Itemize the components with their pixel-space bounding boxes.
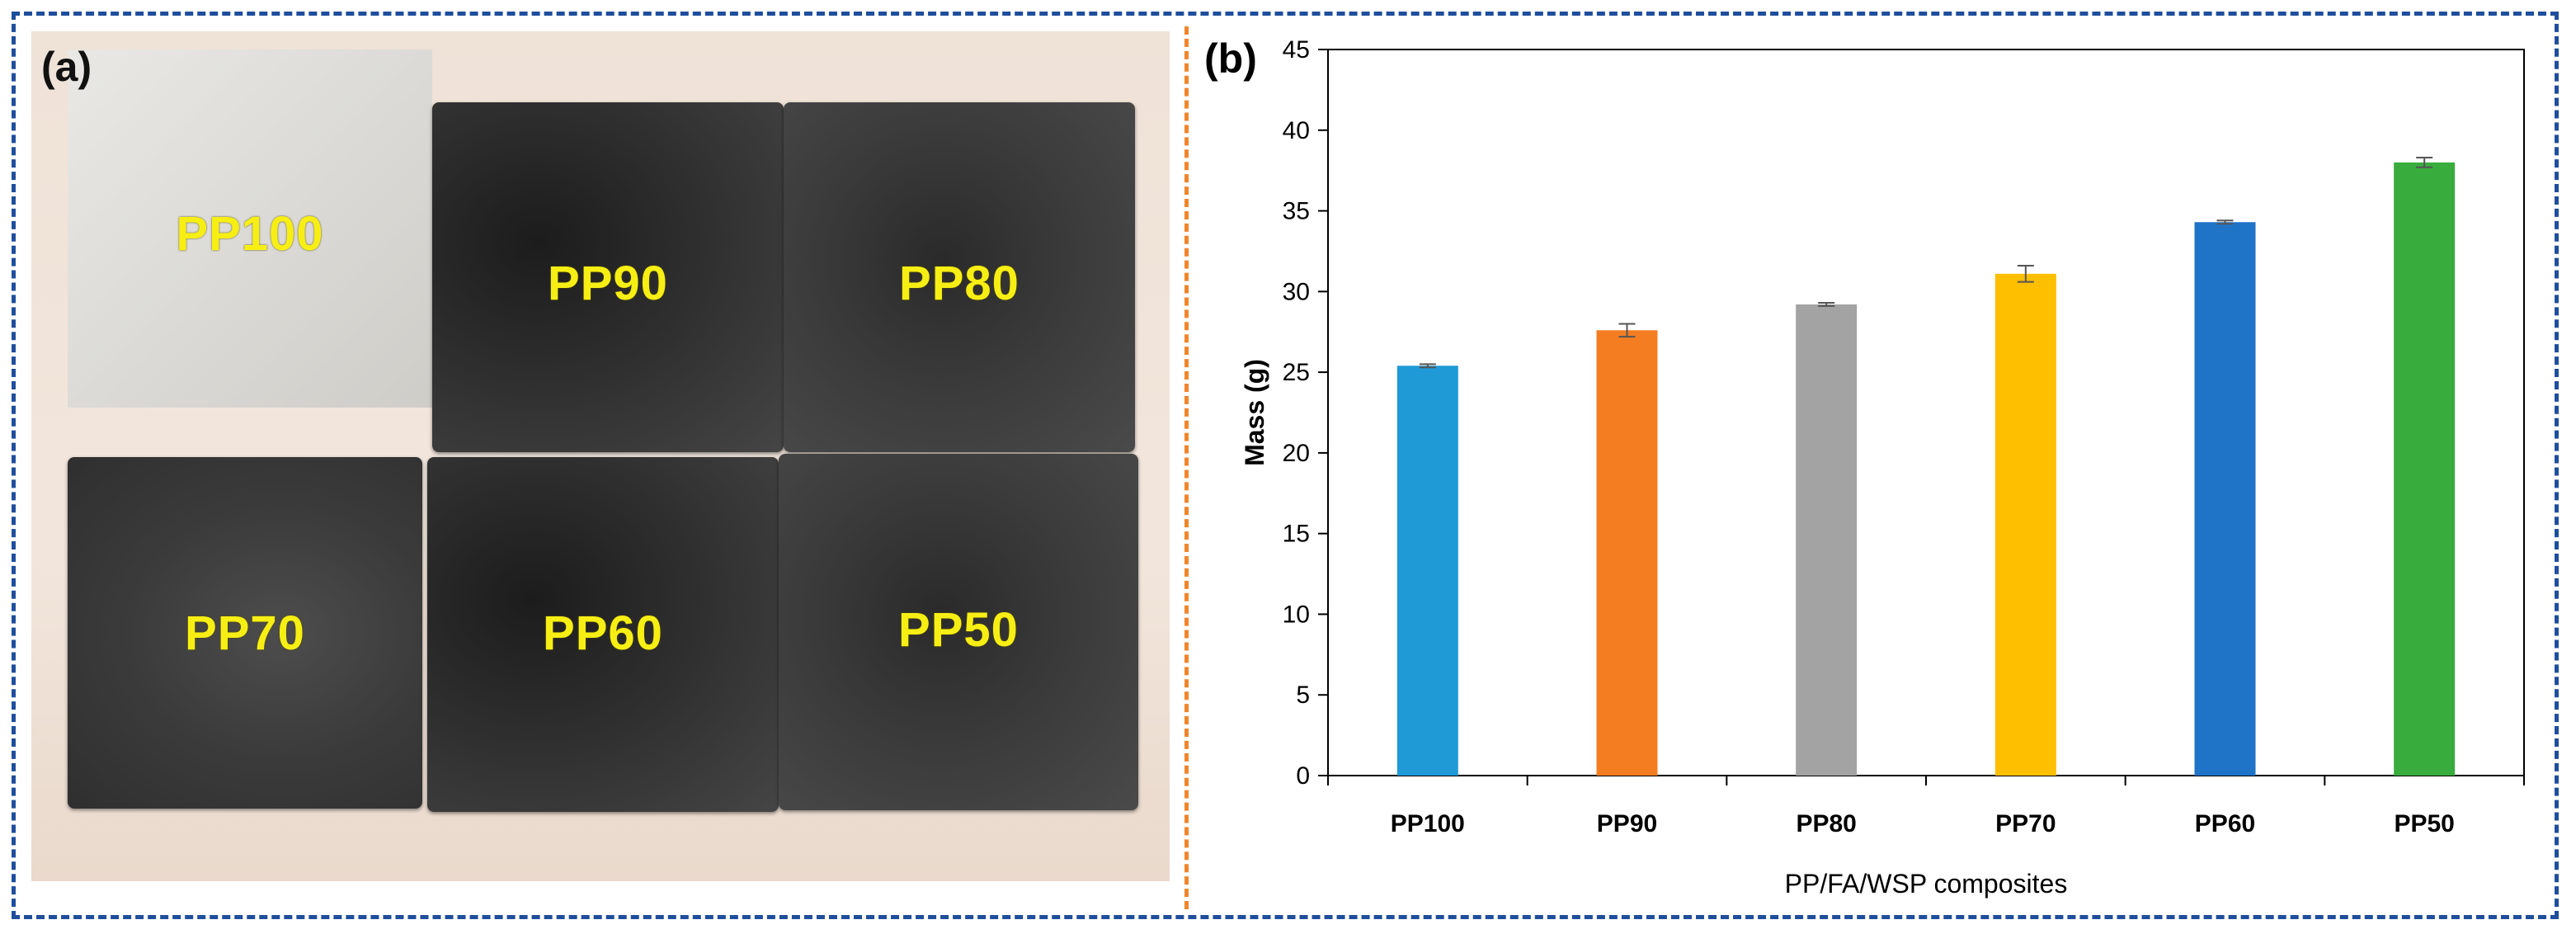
x-tick-label: PP100 bbox=[1391, 810, 1465, 837]
label-pp70: PP70 bbox=[185, 606, 305, 660]
plot-area: 0 5 10 15 20 25 30 35 40 45 PP100 PP90 PP80 PP70 PP60 P… bbox=[1283, 36, 2525, 837]
y-tick-label: 15 bbox=[1283, 521, 1310, 548]
plot-frame bbox=[1327, 49, 2525, 776]
bar-pp50 bbox=[2394, 162, 2456, 776]
y-tick-label: 10 bbox=[1283, 601, 1310, 628]
bar-pp60 bbox=[2194, 222, 2256, 776]
label-pp90: PP90 bbox=[548, 257, 668, 310]
bar-pp70 bbox=[1994, 273, 2056, 776]
y-tick-label: 35 bbox=[1283, 198, 1310, 225]
y-tick-label: 40 bbox=[1283, 117, 1310, 144]
plate-pp50: PP50 bbox=[779, 454, 1138, 810]
y-tick-label: 30 bbox=[1283, 278, 1310, 305]
plate-pp90: PP90 bbox=[432, 102, 784, 452]
label-pp80: PP80 bbox=[899, 257, 1020, 310]
x-tick-label: PP60 bbox=[2195, 810, 2255, 837]
plate-pp60: PP60 bbox=[427, 457, 779, 812]
y-axis-label: Mass (g) bbox=[1240, 359, 1269, 466]
plate-pp70: PP70 bbox=[68, 457, 422, 809]
x-tick-label: PP50 bbox=[2394, 810, 2454, 837]
x-tick-label: PP90 bbox=[1597, 810, 1657, 837]
plate-pp80: PP80 bbox=[784, 102, 1135, 452]
label-pp50: PP50 bbox=[898, 603, 1019, 657]
panel-b-label: (b) bbox=[1204, 35, 1257, 82]
bar-pp80 bbox=[1796, 304, 1858, 776]
panel-a-label: (a) bbox=[41, 44, 92, 90]
chart-svg: (b) Mass (g) PP/FA/WSP composites 0 5 10 15… bbox=[1204, 35, 2525, 899]
label-pp100: PP100 bbox=[176, 207, 324, 261]
y-tick-label: 0 bbox=[1296, 762, 1310, 790]
photo-layer: PP100 PP90 PP80 PP70 PP60 PP50 (a) bbox=[31, 31, 1170, 881]
x-axis-label: PP/FA/WSP composites bbox=[1785, 869, 2068, 899]
x-tick-label: PP70 bbox=[1995, 810, 2056, 837]
label-pp60: PP60 bbox=[543, 606, 663, 660]
bar-pp100 bbox=[1396, 366, 1458, 776]
x-tick-label: PP80 bbox=[1796, 810, 1856, 837]
y-tick-label: 25 bbox=[1283, 359, 1310, 386]
bar-pp90 bbox=[1596, 330, 1658, 776]
y-tick-label: 45 bbox=[1283, 36, 1310, 64]
panel-separator bbox=[1184, 26, 1189, 909]
figure-frame bbox=[12, 12, 2559, 919]
mass-chart: (b) Mass (g) PP/FA/WSP composites 0 5 10 15… bbox=[1188, 17, 2574, 924]
y-tick-label: 20 bbox=[1283, 440, 1310, 467]
plate-pp100-sheet: PP100 bbox=[68, 50, 432, 408]
y-tick-label: 5 bbox=[1296, 682, 1310, 709]
